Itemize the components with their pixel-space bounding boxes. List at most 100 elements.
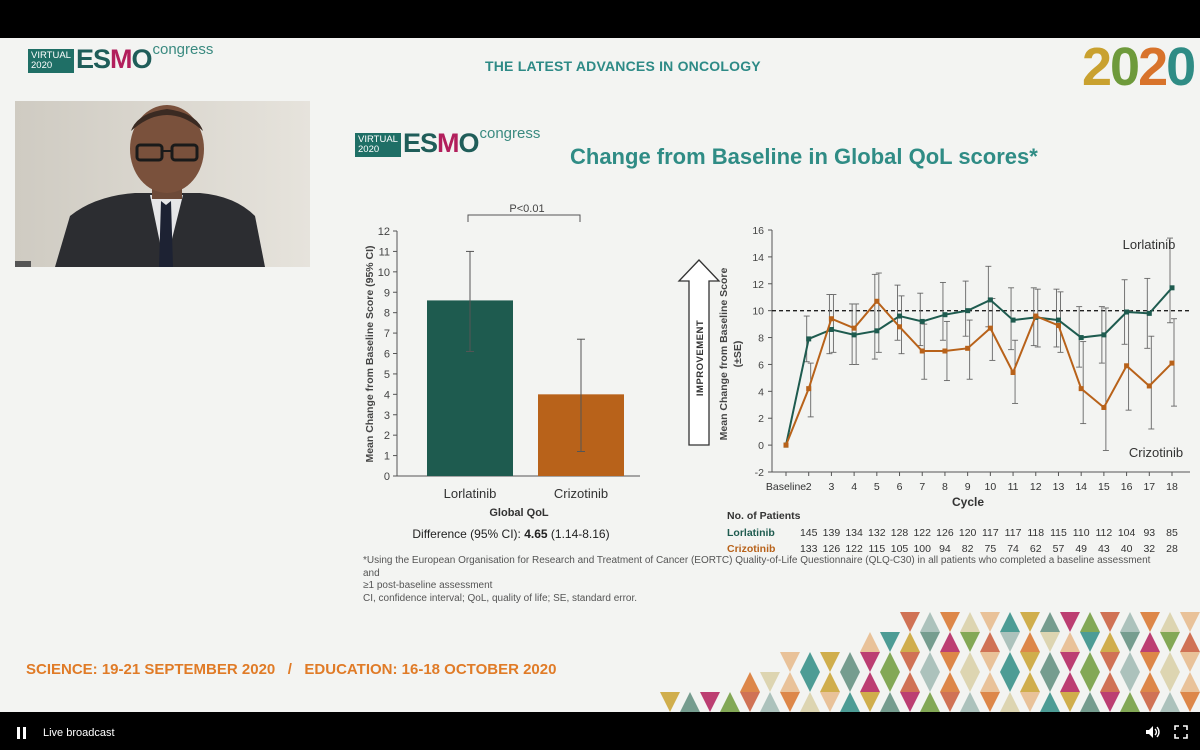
decorative-triangle (780, 672, 800, 692)
line-x-tick-label: 18 (1166, 481, 1178, 493)
data-point-lorlatinib (1124, 309, 1130, 315)
decorative-triangle (1000, 672, 1020, 692)
patients-count-crizotinib: 94 (939, 543, 951, 555)
bar-y-tick-label: 1 (384, 451, 390, 463)
line-y-tick-label: 0 (758, 440, 764, 452)
slide-logo-congress-text: congress (479, 125, 541, 142)
decorative-triangle (1140, 612, 1160, 632)
decorative-triangle (700, 692, 720, 712)
decorative-triangle (800, 672, 820, 692)
pause-icon[interactable] (16, 726, 28, 744)
patients-row-label-crizotinib: Crizotinib (727, 543, 775, 555)
slide-logo-esmo-text: ESMO (403, 130, 480, 157)
line-x-tick-label: 16 (1121, 481, 1133, 493)
bar-y-tick-label: 7 (384, 328, 390, 340)
volume-icon[interactable] (1145, 725, 1161, 744)
data-point-lorlatinib (942, 312, 948, 318)
logo-es: ES (75, 44, 111, 74)
patients-count-lorlatinib: 126 (936, 527, 954, 539)
decorative-triangle (1000, 612, 1020, 632)
bar-y-tick-label: 12 (378, 226, 390, 238)
decorative-triangle (940, 692, 960, 712)
patients-count-lorlatinib: 115 (1050, 527, 1067, 539)
bar-y-tick-label: 0 (384, 471, 390, 483)
patients-count-crizotinib: 100 (913, 543, 931, 555)
data-point-crizotinib (806, 386, 812, 392)
decorative-triangle (1040, 612, 1060, 632)
decorative-triangle (800, 652, 820, 672)
decorative-triangle (1040, 692, 1060, 712)
bar-y-tick-label: 2 (384, 430, 390, 442)
patients-count-crizotinib: 28 (1166, 543, 1178, 555)
decorative-triangle (980, 632, 1000, 652)
year-digit: 0 (1110, 38, 1140, 97)
bar-y-tick-label: 4 (384, 389, 390, 401)
line-x-axis-label: Cycle (952, 495, 984, 509)
patients-count-lorlatinib: 132 (868, 527, 886, 539)
line-x-tick-label: 14 (1075, 481, 1087, 493)
patients-count-lorlatinib: 120 (959, 527, 977, 539)
decorative-triangle (1040, 632, 1060, 652)
data-point-crizotinib (828, 316, 834, 322)
slide-logo-year-text: 2020 (358, 144, 380, 155)
data-point-crizotinib (987, 325, 993, 331)
decorative-triangle (1080, 652, 1100, 672)
footnote-line: CI, confidence interval; QoL, quality of… (363, 592, 638, 604)
line-x-tick-label: 17 (1143, 481, 1155, 493)
decorative-triangle (1160, 692, 1180, 712)
decorative-triangle (720, 692, 740, 712)
data-point-crizotinib (1055, 322, 1061, 328)
decorative-triangle (820, 692, 840, 712)
bar-category-label: Crizotinib (554, 486, 608, 501)
decorative-triangle (1060, 652, 1080, 672)
line-y-tick-label: 10 (752, 306, 764, 318)
bar-y-axis-label: Mean Change from Baseline Score (95% CI) (364, 245, 376, 462)
decorative-triangle (1080, 692, 1100, 712)
improvement-arrow-icon (677, 259, 721, 446)
decorative-triangle (860, 632, 880, 652)
patients-count-lorlatinib: 117 (1005, 527, 1022, 539)
patients-count-crizotinib: 40 (1121, 543, 1133, 555)
data-point-crizotinib (942, 348, 948, 354)
line-x-tick-label: 13 (1053, 481, 1065, 493)
patients-count-crizotinib: 126 (823, 543, 841, 555)
significance-label: P<0.01 (509, 203, 544, 215)
data-point-lorlatinib (897, 313, 903, 319)
fullscreen-icon[interactable] (1174, 725, 1188, 744)
decorative-triangle (900, 672, 920, 692)
logo-o: O (131, 44, 152, 74)
patients-count-crizotinib: 74 (1007, 543, 1019, 555)
patients-count-crizotinib: 122 (845, 543, 863, 555)
decorative-triangle (860, 692, 880, 712)
line-y-axis-label-1: Mean Change from Baseline Score (718, 267, 730, 440)
data-point-crizotinib (1033, 313, 1039, 319)
patients-count-lorlatinib: 118 (1027, 527, 1044, 539)
data-point-crizotinib (851, 325, 857, 331)
year-digit: 0 (1166, 38, 1196, 97)
decorative-triangle (920, 652, 940, 672)
year-digit: 2 (1082, 38, 1112, 97)
line-x-tick-label: 6 (897, 481, 903, 493)
patients-count-crizotinib: 62 (1030, 543, 1042, 555)
speaker-image (15, 101, 310, 267)
decorative-triangle (840, 672, 860, 692)
data-point-lorlatinib (828, 326, 834, 332)
line-x-tick-label: 8 (942, 481, 948, 493)
decorative-triangle (1020, 632, 1040, 652)
logo-virtual-box: VIRTUAL 2020 (28, 49, 74, 73)
line-x-tick-label: Baseline (766, 481, 806, 493)
patients-count-lorlatinib: 128 (891, 527, 909, 539)
decorative-triangle (960, 692, 980, 712)
decorative-triangle (1100, 692, 1120, 712)
patients-count-lorlatinib: 85 (1166, 527, 1178, 539)
decorative-triangle (840, 692, 860, 712)
data-point-crizotinib (783, 442, 789, 448)
data-point-lorlatinib (1078, 335, 1084, 341)
footnote-line: *Using the European Organisation for Res… (363, 555, 1151, 579)
decorative-triangle (1060, 612, 1080, 632)
data-point-lorlatinib (806, 336, 812, 342)
patients-count-crizotinib: 49 (1075, 543, 1087, 555)
decorative-triangle (860, 652, 880, 672)
line-y-tick-label: 8 (758, 333, 764, 345)
decorative-triangle (1120, 612, 1140, 632)
